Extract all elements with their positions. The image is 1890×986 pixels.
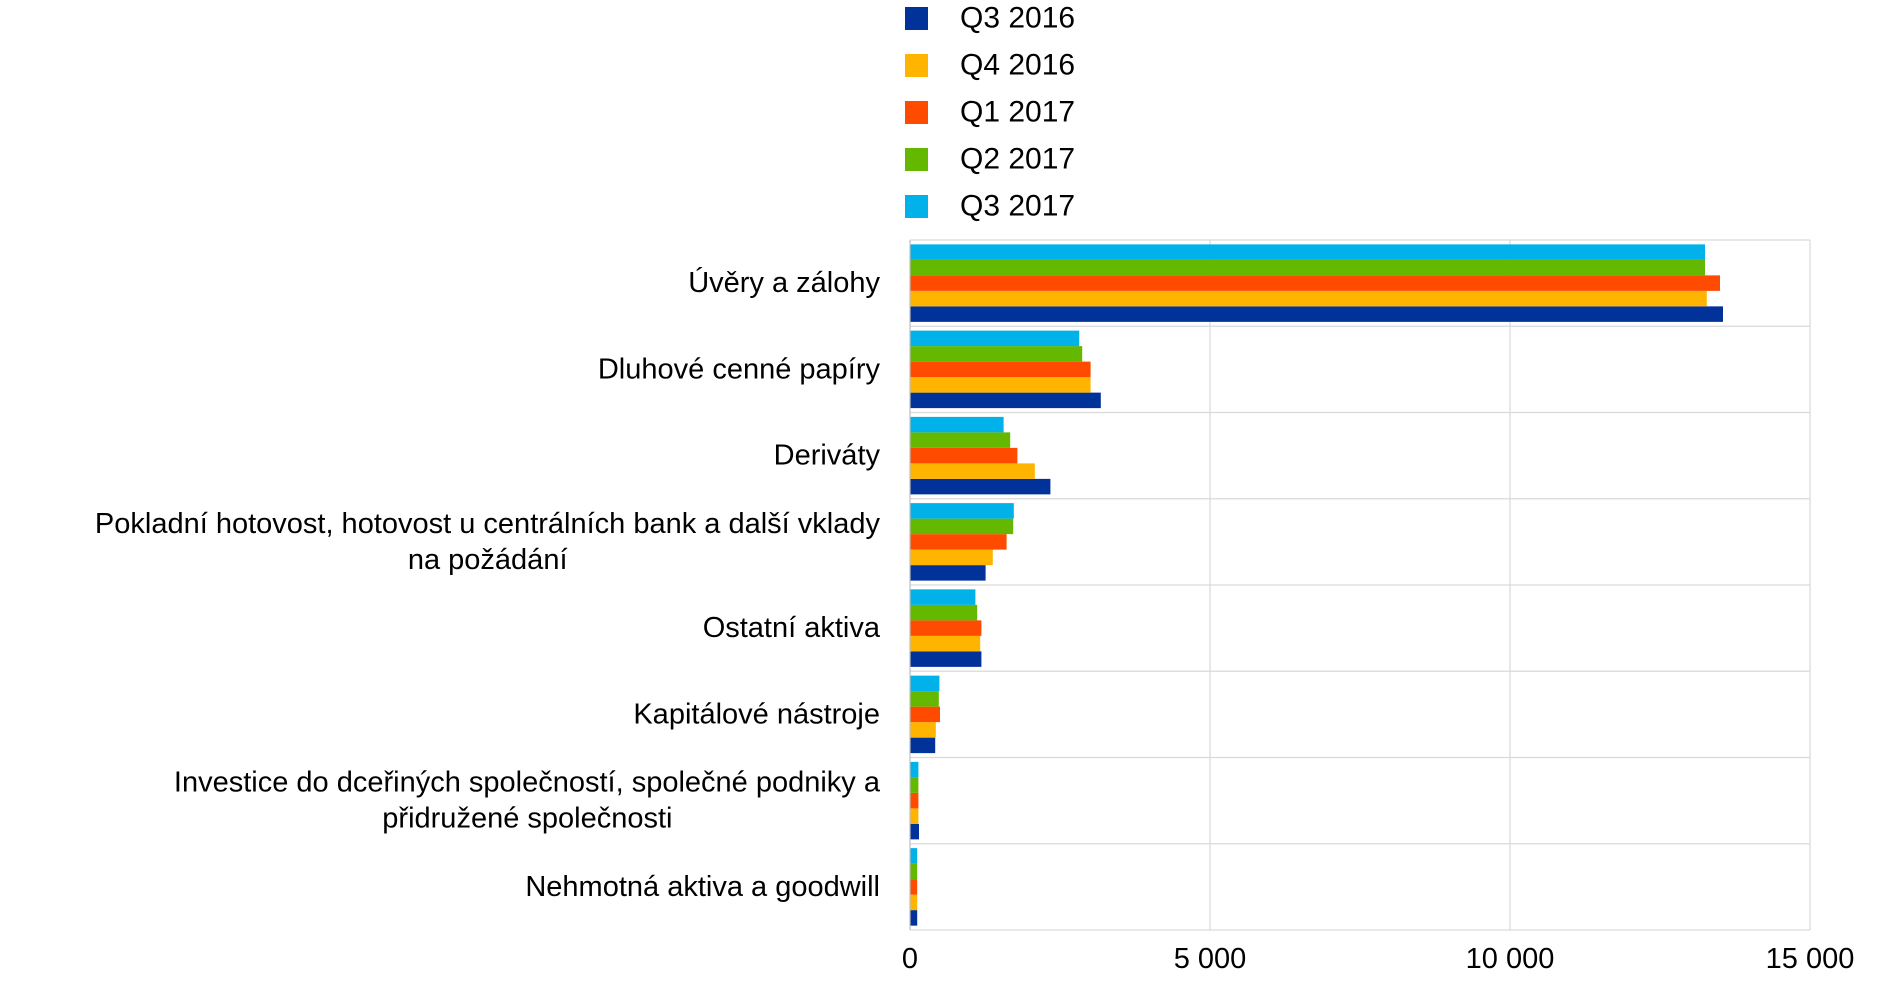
bar (910, 346, 1083, 362)
legend-label: Q3 2017 (960, 190, 1075, 223)
bar (910, 244, 1705, 260)
category-label: Kapitálové nástroje (633, 698, 880, 730)
bar (910, 706, 940, 723)
bar (910, 792, 919, 809)
bar (910, 503, 1014, 519)
legend-swatch (905, 54, 928, 77)
bar (910, 447, 1018, 464)
bar (910, 478, 1051, 495)
bar (910, 275, 1720, 291)
x-tick-label: 5 000 (1174, 943, 1247, 975)
bar (910, 565, 986, 581)
category-label: Nehmotná aktiva a goodwill (525, 871, 880, 903)
bar (910, 675, 940, 692)
bar (910, 722, 936, 738)
legend-swatch (905, 7, 928, 30)
bar (910, 392, 1101, 409)
legend-label: Q3 2016 (960, 2, 1075, 35)
legend: Q3 2016 Q4 2016 Q1 2017 Q2 2017 Q3 2017 (905, 2, 1075, 223)
bar (910, 691, 939, 707)
bar (910, 549, 993, 566)
x-tick-labels: 0 5 000 10 000 15 000 (902, 943, 1854, 975)
bar (910, 290, 1707, 307)
bar (910, 879, 918, 895)
bar (910, 306, 1723, 322)
bar (910, 848, 918, 864)
category-label: na požádání (408, 544, 568, 576)
category-label: Ostatní aktiva (703, 612, 881, 644)
bar (910, 432, 1011, 448)
bar (910, 463, 1035, 479)
category-label: Deriváty (774, 440, 881, 472)
legend-label: Q1 2017 (960, 96, 1075, 129)
legend-swatch (905, 101, 928, 124)
bar (910, 620, 982, 636)
bar (910, 416, 1004, 433)
bar (910, 534, 1007, 550)
bar (910, 823, 919, 840)
x-tick-label: 0 (902, 943, 918, 975)
bar (910, 651, 982, 667)
bar (910, 518, 1014, 535)
category-label: Pokladní hotovost, hotovost u centrálníc… (95, 508, 881, 540)
category-label: Investice do dceřiných společností, spol… (174, 767, 881, 799)
gridlines (910, 239, 1811, 931)
bar (910, 635, 981, 652)
legend-label: Q4 2016 (960, 49, 1075, 82)
category-label: přidružené společnosti (382, 803, 672, 835)
bar (910, 361, 1091, 378)
bar (910, 894, 918, 911)
bar (910, 761, 919, 778)
bars (910, 244, 1723, 926)
bar (910, 589, 976, 605)
bar (910, 777, 919, 793)
legend-swatch (905, 148, 928, 171)
category-labels: Úvěry a zálohy Dluhové cenné papíry Derivá… (95, 266, 881, 903)
bar (910, 259, 1705, 276)
x-tick-label: 10 000 (1466, 943, 1555, 975)
bar (910, 737, 936, 754)
category-label: Úvěry a zálohy (688, 266, 880, 299)
x-tick-label: 15 000 (1766, 943, 1855, 975)
bar (910, 808, 919, 824)
category-label: Dluhové cenné papíry (598, 353, 881, 385)
bar (910, 377, 1091, 393)
bar (910, 863, 918, 880)
bar (910, 910, 918, 926)
legend-swatch (905, 195, 928, 218)
bar (910, 604, 978, 621)
legend-label: Q2 2017 (960, 143, 1075, 176)
bar (910, 330, 1080, 347)
